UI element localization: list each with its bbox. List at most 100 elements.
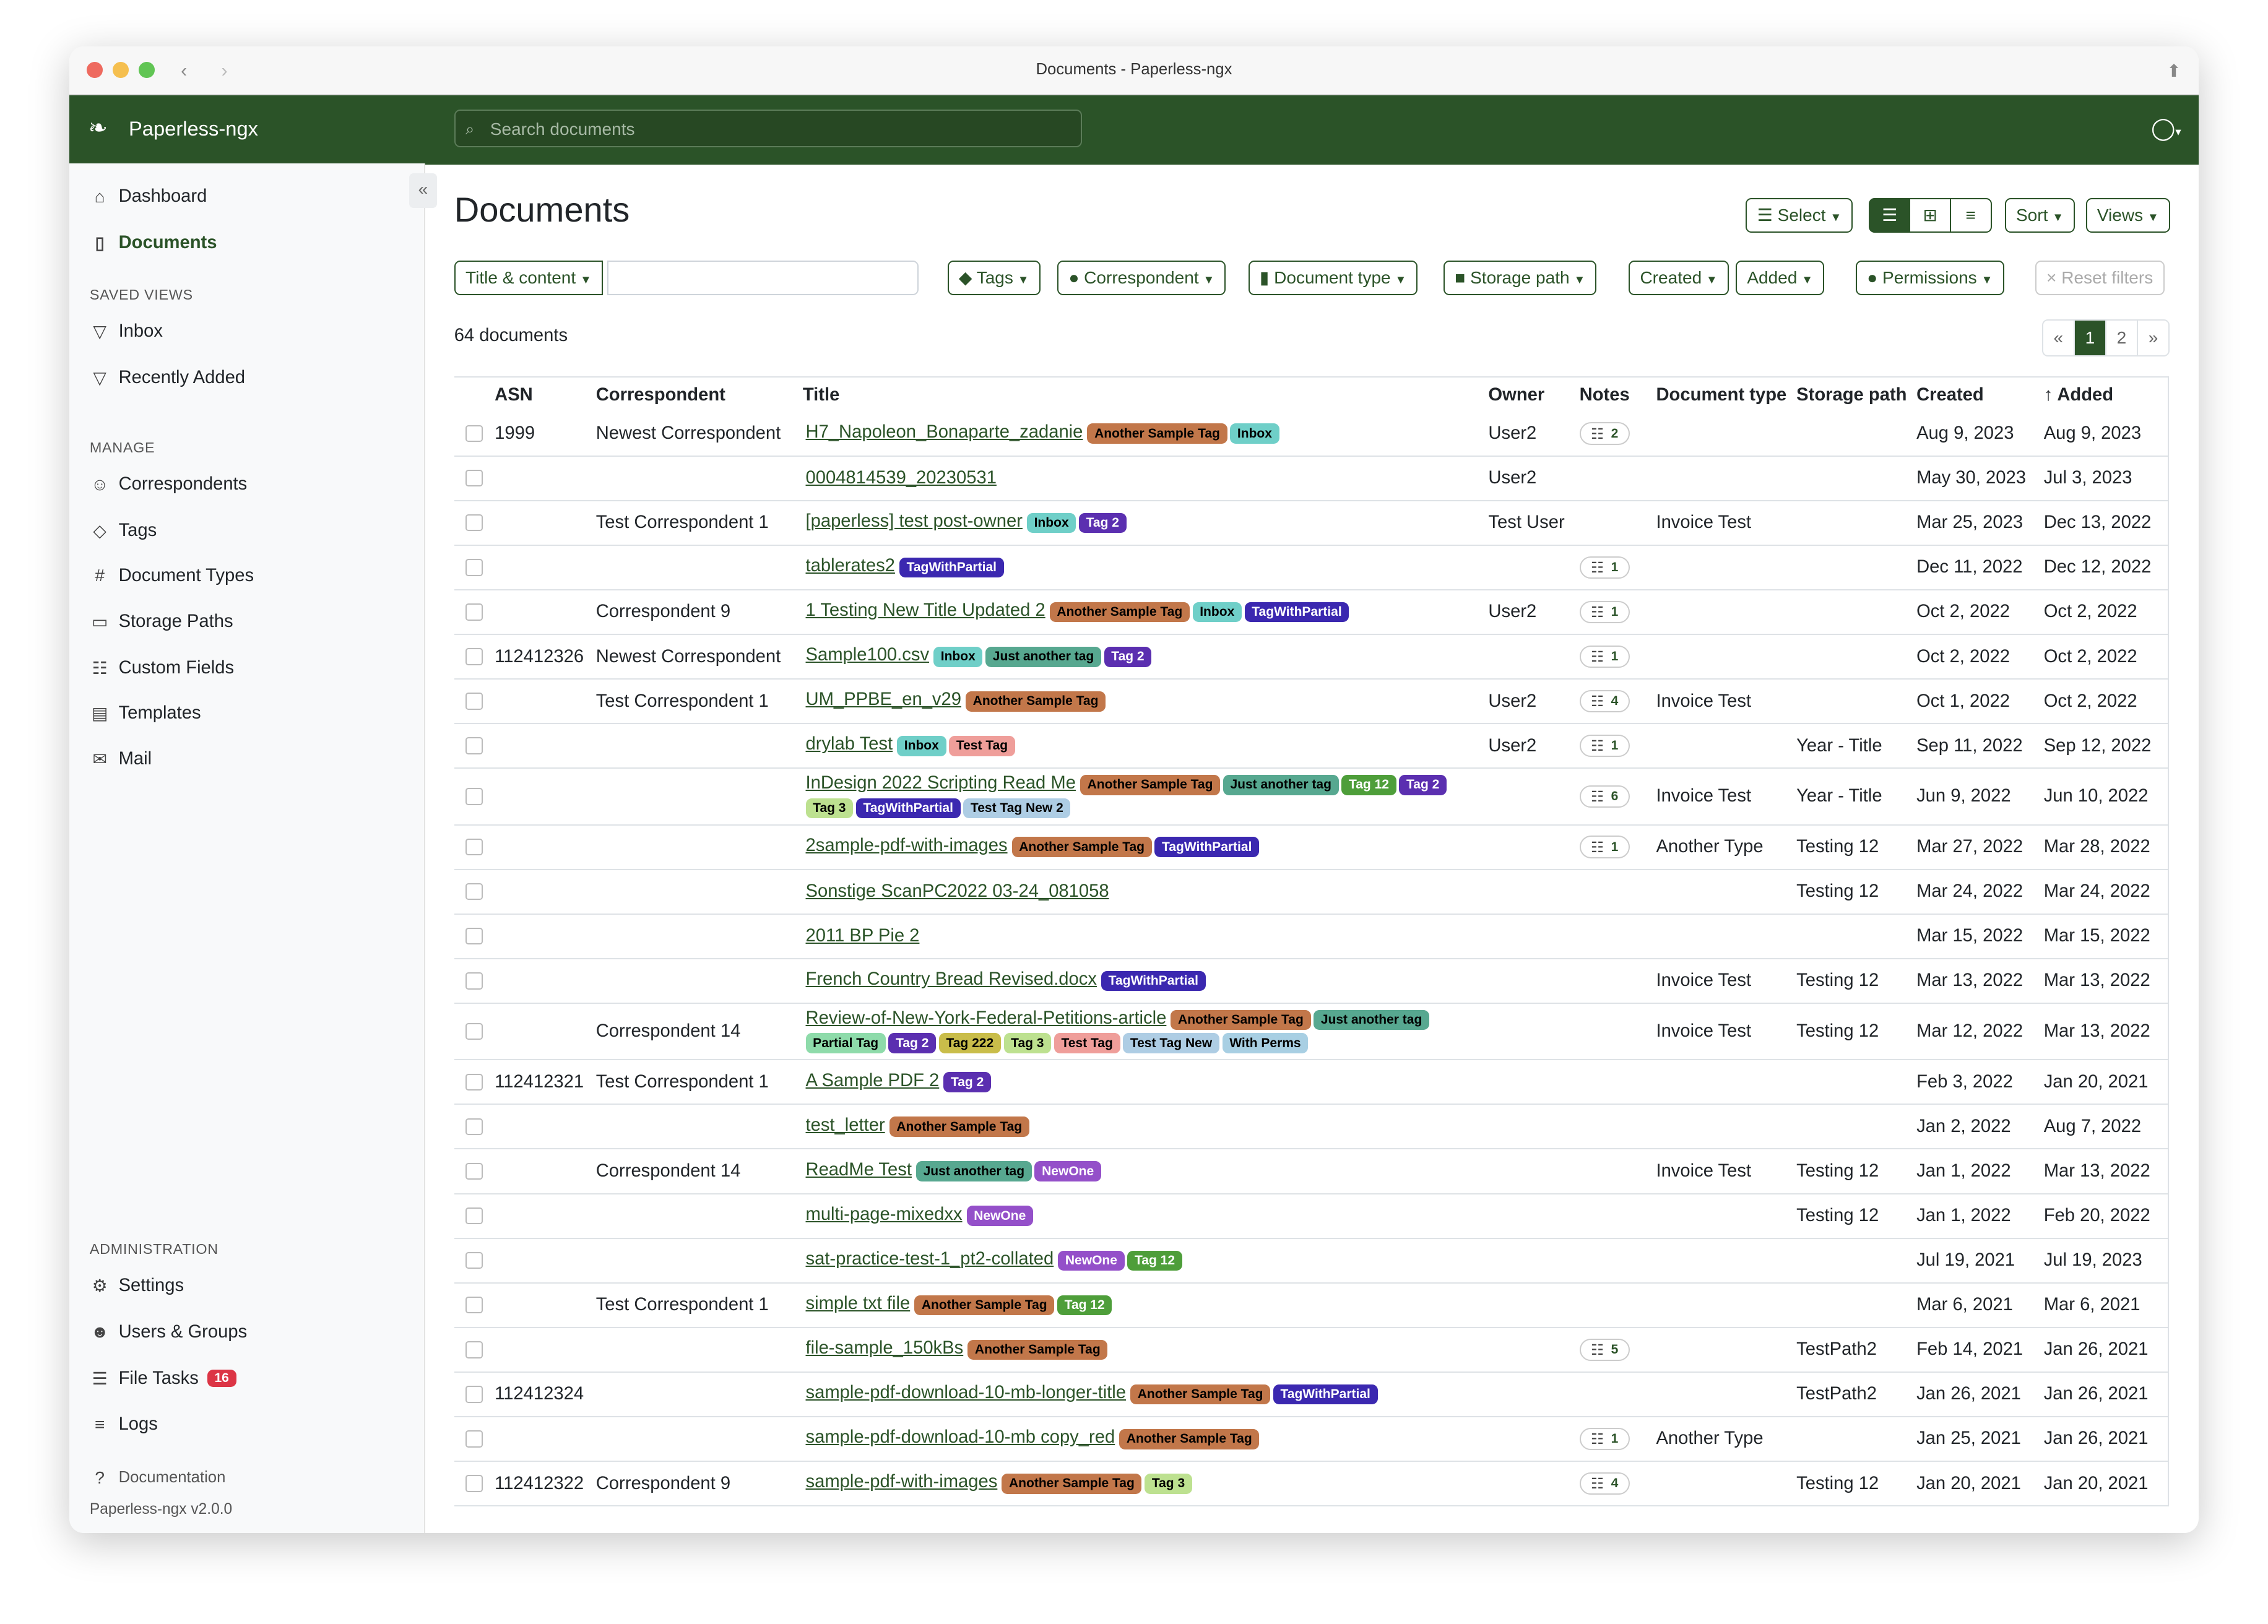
document-title-link[interactable]: Sample100.csv <box>805 645 930 665</box>
sidebar-item-correspondents[interactable]: ☺ Correspondents <box>90 474 247 495</box>
document-title-link[interactable]: tablerates2 <box>805 556 895 576</box>
document-title-link[interactable]: test_letter <box>805 1115 885 1135</box>
document-title-link[interactable]: Sonstige ScanPC2022 03-24_081058 <box>805 881 1109 902</box>
tag-badge[interactable]: Just another tag <box>1223 774 1339 795</box>
tag-badge[interactable]: Inbox <box>897 735 946 756</box>
notes-button[interactable]: ☷ 1 <box>1579 645 1630 668</box>
document-title-link[interactable]: InDesign 2022 Scripting Read Me <box>805 773 1076 793</box>
added-filter-button[interactable]: Added ▼ <box>1736 260 1825 295</box>
notes-button[interactable]: ☷ 1 <box>1579 1427 1630 1451</box>
row-checkbox[interactable] <box>465 425 483 443</box>
document-title-link[interactable]: Review-of-New-York-Federal-Petitions-art… <box>805 1008 1167 1028</box>
row-checkbox[interactable] <box>465 928 483 945</box>
row-checkbox[interactable] <box>465 788 483 805</box>
table-row[interactable]: Test Correspondent 1 UM_PPBE_en_v29 Anothe… <box>454 679 2168 725</box>
document-title-link[interactable]: French Country Bread Revised.docx <box>805 969 1097 990</box>
column-header-created[interactable]: Created <box>1913 377 2041 412</box>
sort-button[interactable]: Sort ▼ <box>2004 198 2075 233</box>
tag-badge[interactable]: TagWithPartial <box>899 557 1004 578</box>
document-title-link[interactable]: [paperless] test post-owner <box>805 511 1023 531</box>
row-checkbox[interactable] <box>465 559 483 576</box>
table-row[interactable]: 112412326 Newest Correspondent Sample100.c… <box>454 634 2168 680</box>
table-row[interactable]: Correspondent 14 Review-of-New-York-Feder… <box>454 1003 2168 1061</box>
storage-path-filter-button[interactable]: ■ Storage path ▼ <box>1443 260 1597 295</box>
sidebar-item-storage-paths[interactable]: ▭ Storage Paths <box>90 611 233 632</box>
tag-badge[interactable]: Tag 2 <box>1078 512 1127 533</box>
view-grid-button[interactable]: ⊞ <box>1909 198 1952 233</box>
tag-badge[interactable]: TagWithPartial <box>1244 602 1349 623</box>
row-checkbox[interactable] <box>465 603 483 621</box>
notes-button[interactable]: ☷ 1 <box>1579 600 1630 624</box>
document-title-link[interactable]: sample-pdf-download-10-mb copy_red <box>805 1427 1115 1448</box>
tag-badge[interactable]: NewOne <box>1058 1250 1125 1271</box>
tag-badge[interactable]: Tag 12 <box>1341 774 1396 795</box>
row-checkbox[interactable] <box>465 1297 483 1314</box>
document-type-filter-button[interactable]: ▮ Document type ▼ <box>1248 260 1418 295</box>
tag-badge[interactable]: Another Sample Tag <box>889 1116 1029 1137</box>
collapse-sidebar-icon[interactable]: « <box>409 173 437 209</box>
sidebar-item-tags[interactable]: ◇ Tags <box>90 520 157 541</box>
document-title-link[interactable]: multi-page-mixedxx <box>805 1204 963 1224</box>
created-filter-button[interactable]: Created ▼ <box>1629 260 1729 295</box>
row-checkbox[interactable] <box>465 648 483 665</box>
notes-button[interactable]: ☷ 6 <box>1579 785 1630 808</box>
tag-badge[interactable]: NewOne <box>966 1206 1033 1227</box>
filter-text-input[interactable] <box>607 260 919 295</box>
row-checkbox[interactable] <box>465 470 483 487</box>
app-name[interactable]: Paperless-ngx <box>128 116 258 140</box>
table-row[interactable]: 1999 Newest Correspondent H7_Napoleon_Bona… <box>454 412 2168 457</box>
column-header-document-type[interactable]: Document type <box>1653 377 1794 412</box>
tag-badge[interactable]: Another Sample Tag <box>967 1339 1108 1360</box>
row-checkbox[interactable] <box>465 1341 483 1358</box>
table-row[interactable]: Sonstige ScanPC2022 03-24_081058 Testing … <box>454 869 2168 915</box>
table-row[interactable]: sample-pdf-download-10-mb copy_red Anothe… <box>454 1416 2168 1462</box>
row-checkbox[interactable] <box>465 838 483 856</box>
table-row[interactable]: tablerates2 TagWithPartial ☷ 1 Dec 11, 2022 D… <box>454 545 2168 590</box>
tag-badge[interactable]: Another Sample Tag <box>1087 423 1227 444</box>
tag-badge[interactable]: Test Tag <box>1054 1033 1120 1053</box>
table-row[interactable]: 112412322 Correspondent 9 sample-pdf-with-… <box>454 1461 2168 1507</box>
sidebar-item-templates[interactable]: ▤ Templates <box>90 703 201 723</box>
column-header-notes[interactable]: Notes <box>1577 377 1653 412</box>
minimize-window-button[interactable] <box>113 62 129 79</box>
search-input[interactable]: ⌕ Search documents <box>454 110 1082 147</box>
table-row[interactable]: InDesign 2022 Scripting Read Me Another S… <box>454 768 2168 826</box>
row-checkbox[interactable] <box>465 693 483 710</box>
tag-badge[interactable]: Tag 222 <box>938 1033 1001 1053</box>
tag-badge[interactable]: Tag 3 <box>1145 1473 1192 1494</box>
notes-button[interactable]: ☷ 1 <box>1579 836 1630 858</box>
tag-badge[interactable]: Another Sample Tag <box>1011 837 1152 858</box>
column-header-asn[interactable]: ASN <box>491 377 593 412</box>
column-header-correspondent[interactable]: Correspondent <box>593 377 800 412</box>
tag-badge[interactable]: Another Sample Tag <box>914 1295 1055 1316</box>
row-checkbox[interactable] <box>465 737 483 754</box>
tag-badge[interactable]: Another Sample Tag <box>1130 1384 1271 1405</box>
tag-badge[interactable]: Just another tag <box>1314 1009 1429 1030</box>
row-checkbox[interactable] <box>465 1162 483 1180</box>
table-row[interactable]: sat-practice-test-1_pt2-collated NewOne Ta… <box>454 1238 2168 1284</box>
notes-button[interactable]: ☷ 2 <box>1579 422 1630 445</box>
column-header-added[interactable]: ↑ Added <box>2041 377 2168 412</box>
correspondent-filter-button[interactable]: ● Correspondent ▼ <box>1057 260 1226 295</box>
tags-filter-button[interactable]: ◆ Tags ▼ <box>947 260 1041 295</box>
tag-badge[interactable]: Tag 12 <box>1127 1250 1182 1271</box>
tag-badge[interactable]: Another Sample Tag <box>1080 774 1221 795</box>
tag-badge[interactable]: Inbox <box>1230 423 1279 444</box>
tag-badge[interactable]: Another Sample Tag <box>1171 1009 1311 1030</box>
table-row[interactable]: test_letter Another Sample Tag Jan 2, 2022… <box>454 1104 2168 1150</box>
row-checkbox[interactable] <box>465 1386 483 1403</box>
table-row[interactable]: Test Correspondent 1 [paperless] test pos… <box>454 500 2168 546</box>
sidebar-item-mail[interactable]: ✉ Mail <box>90 749 152 769</box>
tag-badge[interactable]: Another Sample Tag <box>1119 1428 1260 1449</box>
sidebar-item-inbox[interactable]: ▽ Inbox <box>90 321 163 342</box>
document-title-link[interactable]: sample-pdf-download-10-mb-longer-title <box>805 1383 1127 1403</box>
document-title-link[interactable]: sample-pdf-with-images <box>805 1472 998 1492</box>
tag-badge[interactable]: Tag 3 <box>1003 1033 1052 1053</box>
select-button[interactable]: ☰ Select ▼ <box>1746 198 1853 233</box>
tag-badge[interactable]: TagWithPartial <box>1273 1384 1378 1405</box>
tag-badge[interactable]: Inbox <box>1026 512 1076 533</box>
forward-icon[interactable]: › <box>221 61 228 82</box>
row-checkbox[interactable] <box>465 1475 483 1492</box>
notes-button[interactable]: ☷ 4 <box>1579 1472 1630 1495</box>
